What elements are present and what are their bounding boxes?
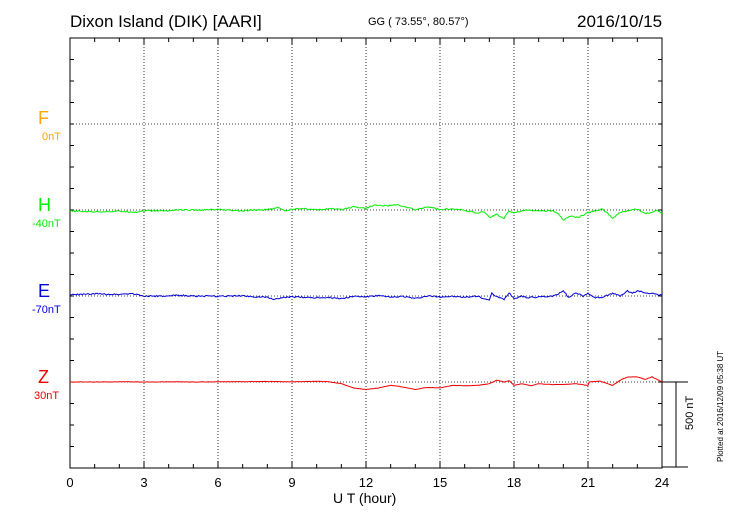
- series-line-z: [69, 376, 663, 391]
- x-tick-label: 0: [66, 475, 74, 490]
- x-tick-label: 15: [432, 475, 448, 490]
- series-line-h: [69, 204, 663, 221]
- component-letter-h: H: [38, 195, 51, 215]
- x-tick-label: 12: [358, 475, 374, 490]
- series-line-e: [69, 289, 663, 301]
- component-baseline-z: 30nT: [34, 390, 60, 402]
- x-axis-label: U T (hour): [333, 490, 397, 506]
- plot-frame: [69, 37, 663, 469]
- component-letter-f: F: [38, 108, 49, 128]
- component-letter-e: E: [38, 281, 51, 301]
- x-tick-label: 24: [654, 475, 670, 490]
- scale-bar-label: 500 nT: [684, 395, 696, 430]
- x-tick-label: 3: [140, 475, 148, 490]
- component-letter-z: Z: [38, 367, 49, 387]
- plot-date: 2016/10/15: [577, 12, 663, 31]
- component-baseline-f: 0nT: [42, 131, 61, 143]
- x-tick-label: 18: [506, 475, 522, 490]
- x-tick-label: 9: [288, 475, 296, 490]
- x-tick-label: 21: [580, 475, 596, 490]
- component-baseline-h: -40nT: [32, 218, 61, 230]
- component-baseline-e: -70nT: [32, 304, 61, 316]
- geographic-coordinates: GG ( 73.55°, 80.57°): [368, 16, 469, 28]
- plotted-timestamp: Plotted at 2016/12/09 05:38 UT: [716, 350, 725, 462]
- station-title: Dixon Island (DIK) [AARI]: [70, 12, 262, 31]
- x-tick-label: 6: [214, 475, 222, 490]
